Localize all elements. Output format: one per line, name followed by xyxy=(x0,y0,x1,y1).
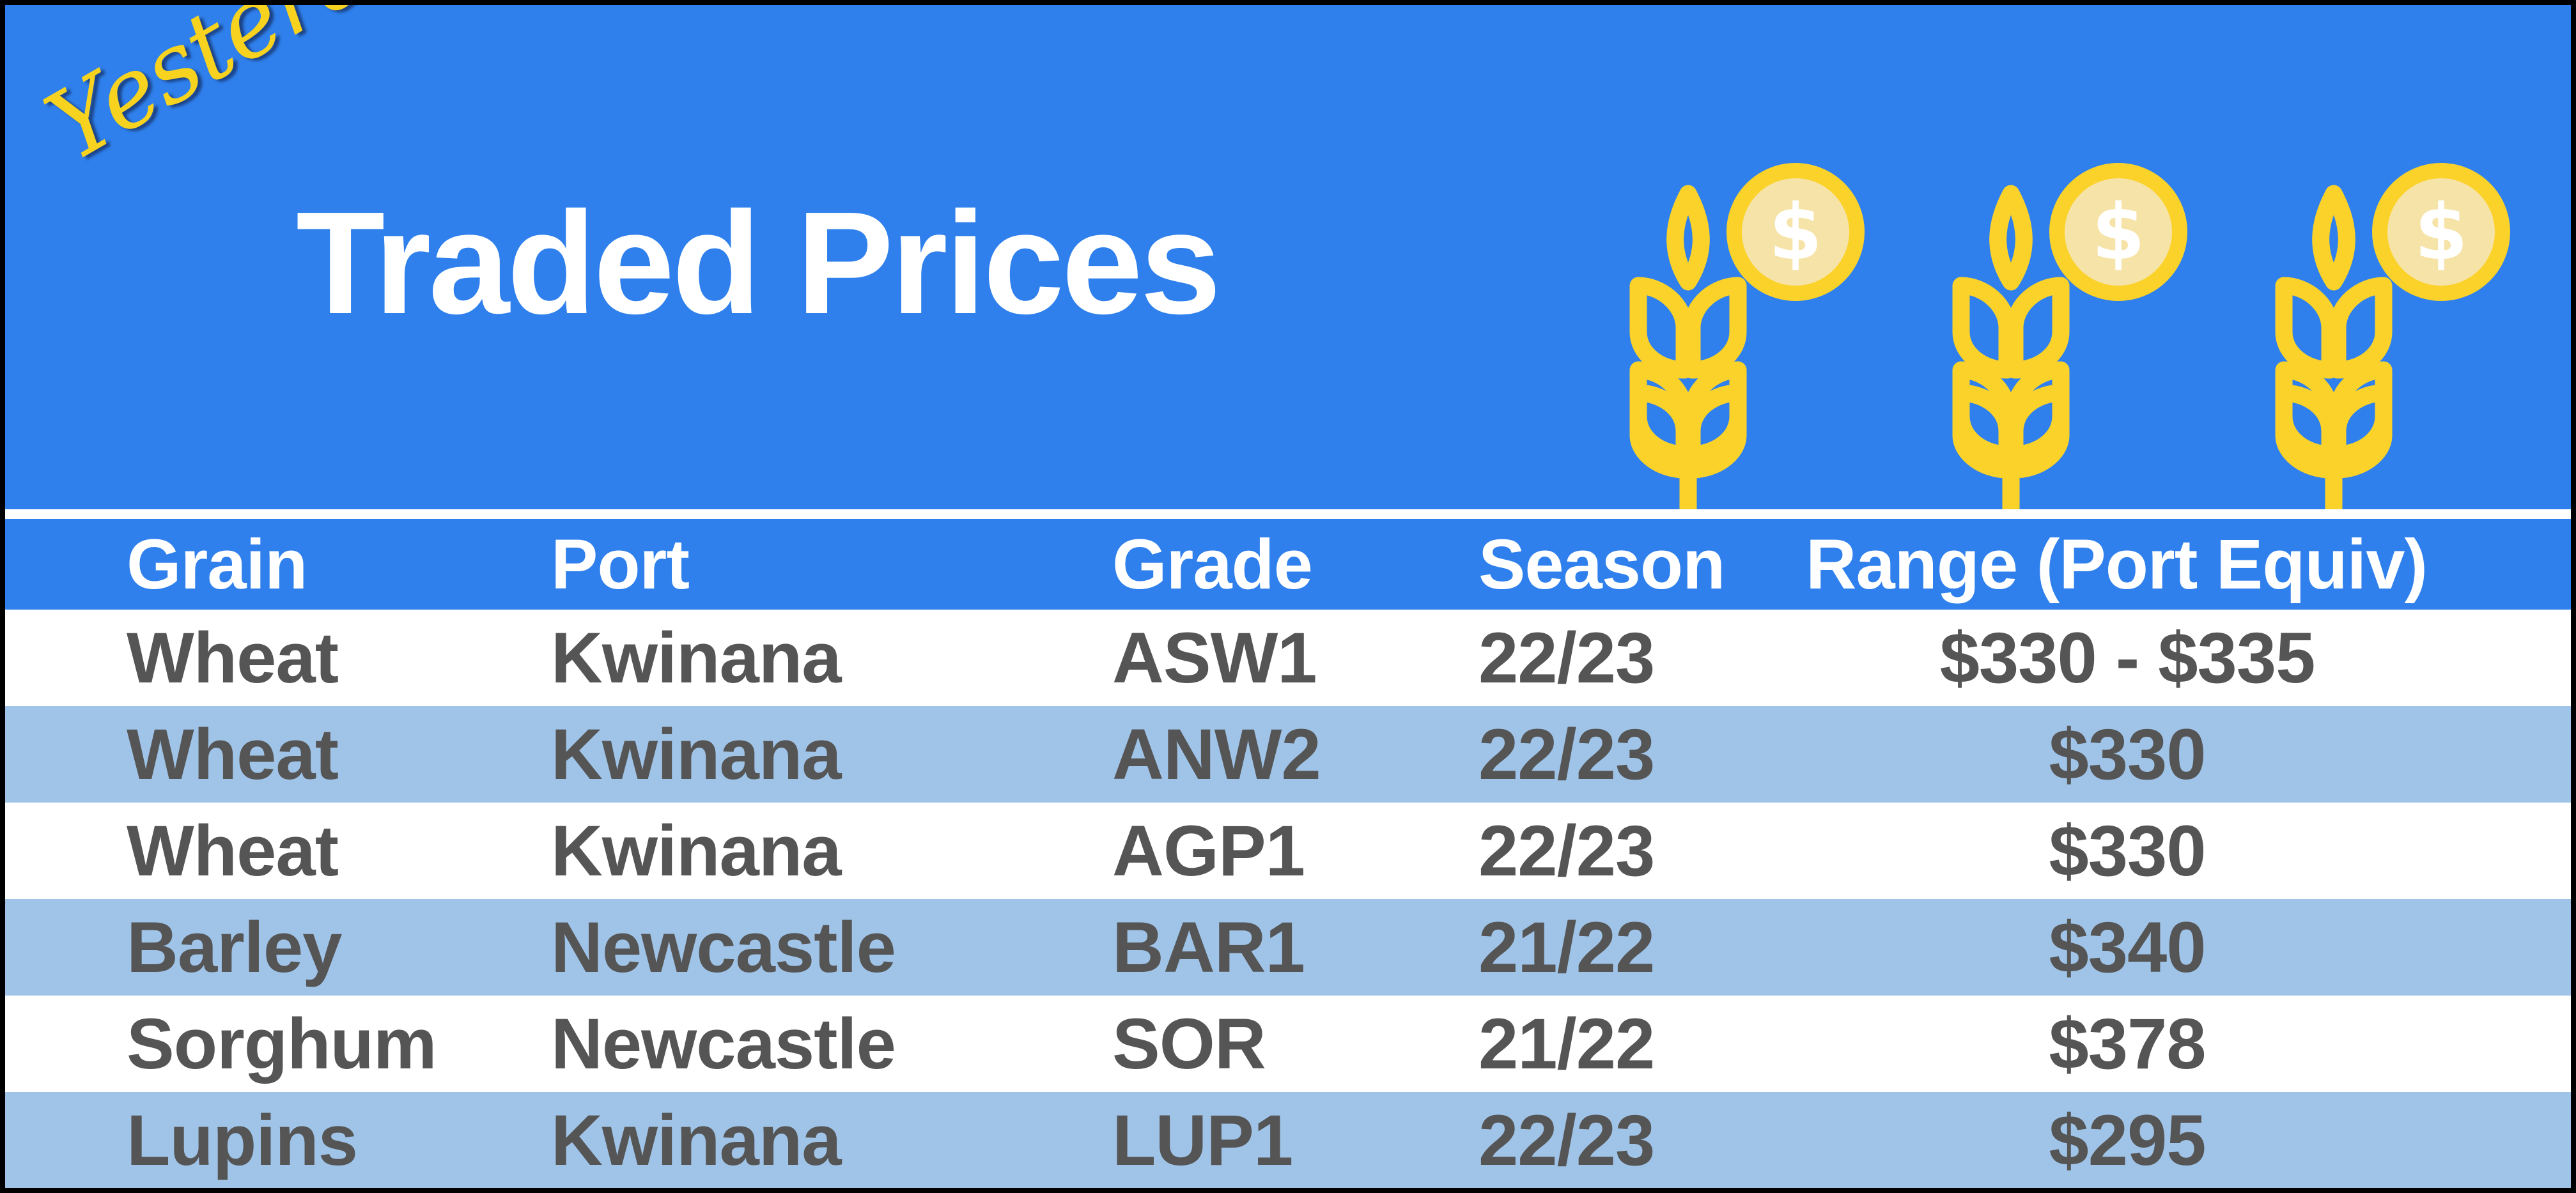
cell-port: Kwinana xyxy=(551,714,842,794)
cell-grain: Wheat xyxy=(127,811,339,891)
cell-grain: Barley xyxy=(127,907,342,987)
svg-text:$: $ xyxy=(2414,189,2468,277)
table-header-row: Grain Port Grade Season Range (Port Equi… xyxy=(5,519,2571,610)
cell-range: $330 xyxy=(2049,811,2206,891)
cell-port: Kwinana xyxy=(551,1100,842,1180)
cell-grain: Wheat xyxy=(127,714,339,794)
header-season: Season xyxy=(1478,525,1725,604)
cell-season: 22/23 xyxy=(1478,811,1655,891)
table-row: Barley Newcastle BAR1 21/22 $340 xyxy=(5,899,2571,996)
cell-grade: BAR1 xyxy=(1112,907,1305,987)
cell-grade: LUP1 xyxy=(1112,1100,1293,1180)
cell-season: 22/23 xyxy=(1478,714,1655,794)
cell-port: Newcastle xyxy=(551,907,896,987)
cell-grade: AGP1 xyxy=(1112,811,1305,891)
banner-separator xyxy=(5,509,2571,519)
cell-season: 21/22 xyxy=(1478,1004,1655,1084)
cell-range: $330 - $335 xyxy=(1939,618,2316,698)
table-row: Wheat Kwinana AGP1 22/23 $330 xyxy=(5,803,2571,899)
cell-range: $340 xyxy=(2049,907,2206,987)
cell-range: $295 xyxy=(2049,1100,2206,1180)
cell-grain: Lupins xyxy=(127,1100,358,1180)
cell-season: 22/23 xyxy=(1478,1100,1655,1180)
cell-season: 22/23 xyxy=(1478,618,1655,698)
cell-range: $378 xyxy=(2049,1004,2206,1084)
cell-season: 21/22 xyxy=(1478,907,1655,987)
wheat-coin-icon: $ xyxy=(2265,155,2514,510)
table-row: Lupins Kwinana LUP1 22/23 $295 xyxy=(5,1092,2571,1188)
svg-text:$: $ xyxy=(1769,189,1822,277)
table-row: Wheat Kwinana ASW1 22/23 $330 - $335 xyxy=(5,610,2571,706)
cell-grade: ANW2 xyxy=(1112,714,1321,794)
header-port: Port xyxy=(551,525,690,604)
cell-port: Kwinana xyxy=(551,618,842,698)
table-row: Wheat Kwinana ANW2 22/23 $330 xyxy=(5,706,2571,803)
header-grade: Grade xyxy=(1112,525,1313,604)
svg-text:$: $ xyxy=(2091,189,2145,277)
banner: Yesterday's Traded Prices $ xyxy=(5,5,2571,510)
cell-port: Newcastle xyxy=(551,1004,896,1084)
traded-prices-card: Yesterday's Traded Prices $ xyxy=(5,5,2571,1188)
banner-script-text: Yesterday's xyxy=(29,5,549,183)
wheat-coin-icon: $ xyxy=(1619,155,1868,510)
header-range: Range (Port Equiv) xyxy=(1806,525,2428,604)
cell-grain: Wheat xyxy=(127,618,339,698)
cell-grain: Sorghum xyxy=(127,1004,437,1084)
banner-title: Traded Prices xyxy=(296,182,1221,344)
header-grain: Grain xyxy=(127,525,307,604)
wheat-coin-icon: $ xyxy=(1942,155,2191,510)
cell-grade: ASW1 xyxy=(1112,618,1317,698)
cell-port: Kwinana xyxy=(551,811,842,891)
table-row: Sorghum Newcastle SOR 21/22 $378 xyxy=(5,996,2571,1092)
cell-range: $330 xyxy=(2049,714,2206,794)
cell-grade: SOR xyxy=(1112,1004,1266,1084)
